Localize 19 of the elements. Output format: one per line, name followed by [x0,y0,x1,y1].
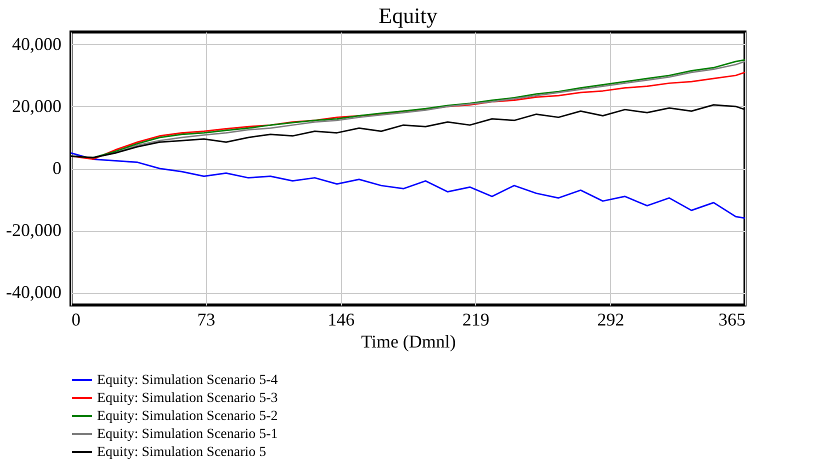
x-tick-label: 292 [597,310,624,330]
x-axis-title: Time (Dmnl) [361,332,456,352]
legend-label: Equity: Simulation Scenario 5-4 [97,373,278,388]
x-tick-label: 73 [197,310,216,330]
chart-title: Equity [378,3,438,28]
y-tick-label: 20,000 [12,96,62,116]
legend-label: Equity: Simulation Scenario 5 [97,445,266,460]
y-tick-label: -40,000 [6,282,62,302]
x-tick-label: 365 [718,310,746,330]
line-series [70,152,746,219]
x-tick-label: 146 [328,310,355,330]
y-tick-label: -20,000 [6,220,62,240]
legend-label: Equity: Simulation Scenario 5-3 [97,391,278,406]
y-tick-label: 0 [52,158,62,178]
x-tick-label: 219 [462,310,490,330]
legend-label: Equity: Simulation Scenario 5-1 [97,427,278,442]
legend-label: Equity: Simulation Scenario 5-2 [97,409,278,424]
y-tick-label: 40,000 [12,34,62,54]
x-tick-label: 0 [72,310,80,330]
